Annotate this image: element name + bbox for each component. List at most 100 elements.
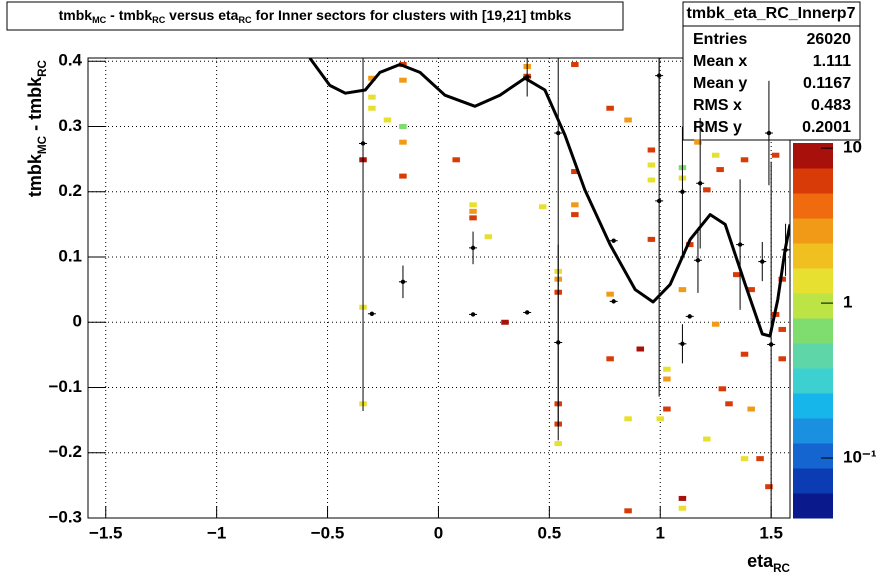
cell bbox=[624, 416, 632, 422]
z-tick-label: 10 bbox=[843, 138, 862, 157]
y-tick-label: 0.2 bbox=[58, 181, 82, 200]
profile-point bbox=[687, 314, 692, 319]
stats-value: 0.1167 bbox=[803, 75, 851, 92]
cell bbox=[538, 204, 547, 210]
label-text: eta bbox=[747, 551, 774, 571]
cell bbox=[740, 157, 749, 163]
cell bbox=[778, 326, 786, 332]
palette-band bbox=[793, 443, 833, 469]
x-tick-label: 1 bbox=[656, 523, 665, 542]
x-tick-label: 0.5 bbox=[538, 523, 562, 542]
cell bbox=[703, 436, 711, 442]
profile-point bbox=[470, 312, 476, 317]
cell bbox=[740, 456, 749, 462]
cell bbox=[663, 376, 671, 382]
cell bbox=[571, 169, 579, 175]
cell bbox=[711, 321, 720, 327]
cell bbox=[756, 456, 764, 462]
profile-point bbox=[697, 181, 703, 186]
palette-band bbox=[793, 493, 833, 519]
palette-band bbox=[793, 468, 833, 494]
label-text: tmbk bbox=[25, 153, 45, 197]
profile-point bbox=[611, 238, 616, 243]
cell bbox=[469, 215, 477, 221]
palette-band bbox=[793, 293, 833, 319]
cell bbox=[636, 346, 645, 352]
label-subscript: MC bbox=[92, 15, 107, 25]
profile-point bbox=[737, 242, 743, 247]
cell bbox=[771, 152, 780, 158]
profile-point bbox=[766, 130, 772, 136]
cell bbox=[501, 319, 509, 325]
palette-band bbox=[793, 143, 833, 169]
stats-key: Entries bbox=[693, 31, 747, 48]
z-tick-label: 10⁻¹ bbox=[843, 447, 877, 466]
cell bbox=[718, 386, 727, 392]
y-tick-label: −0.1 bbox=[48, 377, 82, 396]
cell bbox=[716, 167, 724, 173]
y-tick-label: −0.3 bbox=[48, 507, 82, 526]
cell bbox=[606, 356, 614, 362]
x-axis-label: etaRC bbox=[747, 551, 790, 575]
x-tick-label: −1.5 bbox=[89, 523, 123, 542]
cell bbox=[647, 162, 656, 168]
cell bbox=[663, 366, 671, 372]
cell bbox=[399, 77, 407, 83]
cell bbox=[685, 242, 694, 248]
profile-point bbox=[656, 198, 662, 204]
cell bbox=[656, 416, 664, 422]
cell bbox=[678, 287, 687, 293]
label-subscript: RC bbox=[773, 562, 790, 575]
cell bbox=[678, 495, 687, 501]
label-subscript: RC bbox=[152, 15, 166, 25]
palette-band bbox=[793, 343, 833, 369]
cell bbox=[554, 441, 562, 447]
stats-value: 1.111 bbox=[813, 53, 851, 70]
profile-point bbox=[768, 342, 774, 347]
palette-band bbox=[793, 418, 833, 444]
profile-point bbox=[695, 258, 701, 263]
plot-frame bbox=[87, 57, 791, 519]
profile-point bbox=[680, 341, 685, 346]
palette-band bbox=[793, 168, 833, 194]
stats-value: 26020 bbox=[807, 31, 852, 48]
cell bbox=[368, 75, 376, 81]
stats-key: Mean y bbox=[693, 75, 747, 92]
profile-point bbox=[524, 310, 530, 315]
profile-point bbox=[556, 130, 561, 136]
cell bbox=[469, 208, 477, 214]
cell bbox=[624, 117, 632, 123]
y-tick-label: 0.1 bbox=[58, 246, 82, 265]
cell bbox=[647, 177, 656, 183]
label-text: - tmbk bbox=[25, 76, 45, 136]
cell bbox=[725, 401, 733, 407]
stats-key: Mean x bbox=[693, 53, 747, 70]
fit-curve bbox=[308, 58, 790, 338]
stats-title: tmbk_eta_RC_Innerp7 bbox=[687, 5, 856, 22]
cell bbox=[647, 236, 656, 242]
title-box bbox=[6, 1, 624, 31]
label-subscript: RC bbox=[238, 15, 252, 25]
cell bbox=[399, 173, 407, 179]
cell bbox=[606, 291, 614, 297]
cell bbox=[383, 117, 392, 123]
chart-title: tmbkMC - tmbkRC versus etaRC for Inner s… bbox=[59, 7, 572, 26]
x-tick-label: 0 bbox=[434, 523, 443, 542]
cell bbox=[571, 62, 579, 68]
x-tick-label: −1 bbox=[207, 523, 226, 542]
cell bbox=[606, 105, 614, 111]
y-tick-label: 0 bbox=[73, 312, 82, 331]
stats-value: 0.2001 bbox=[802, 119, 851, 136]
cell bbox=[765, 484, 773, 490]
cell bbox=[711, 152, 720, 158]
cell bbox=[694, 139, 702, 145]
profile-point bbox=[360, 141, 366, 146]
cell bbox=[399, 139, 407, 145]
cell bbox=[747, 406, 755, 412]
stats-key: RMS x bbox=[693, 97, 742, 114]
cell bbox=[663, 406, 671, 412]
palette-band bbox=[793, 218, 833, 244]
stats-key: RMS y bbox=[693, 119, 742, 136]
z-tick-label: 1 bbox=[843, 293, 852, 312]
